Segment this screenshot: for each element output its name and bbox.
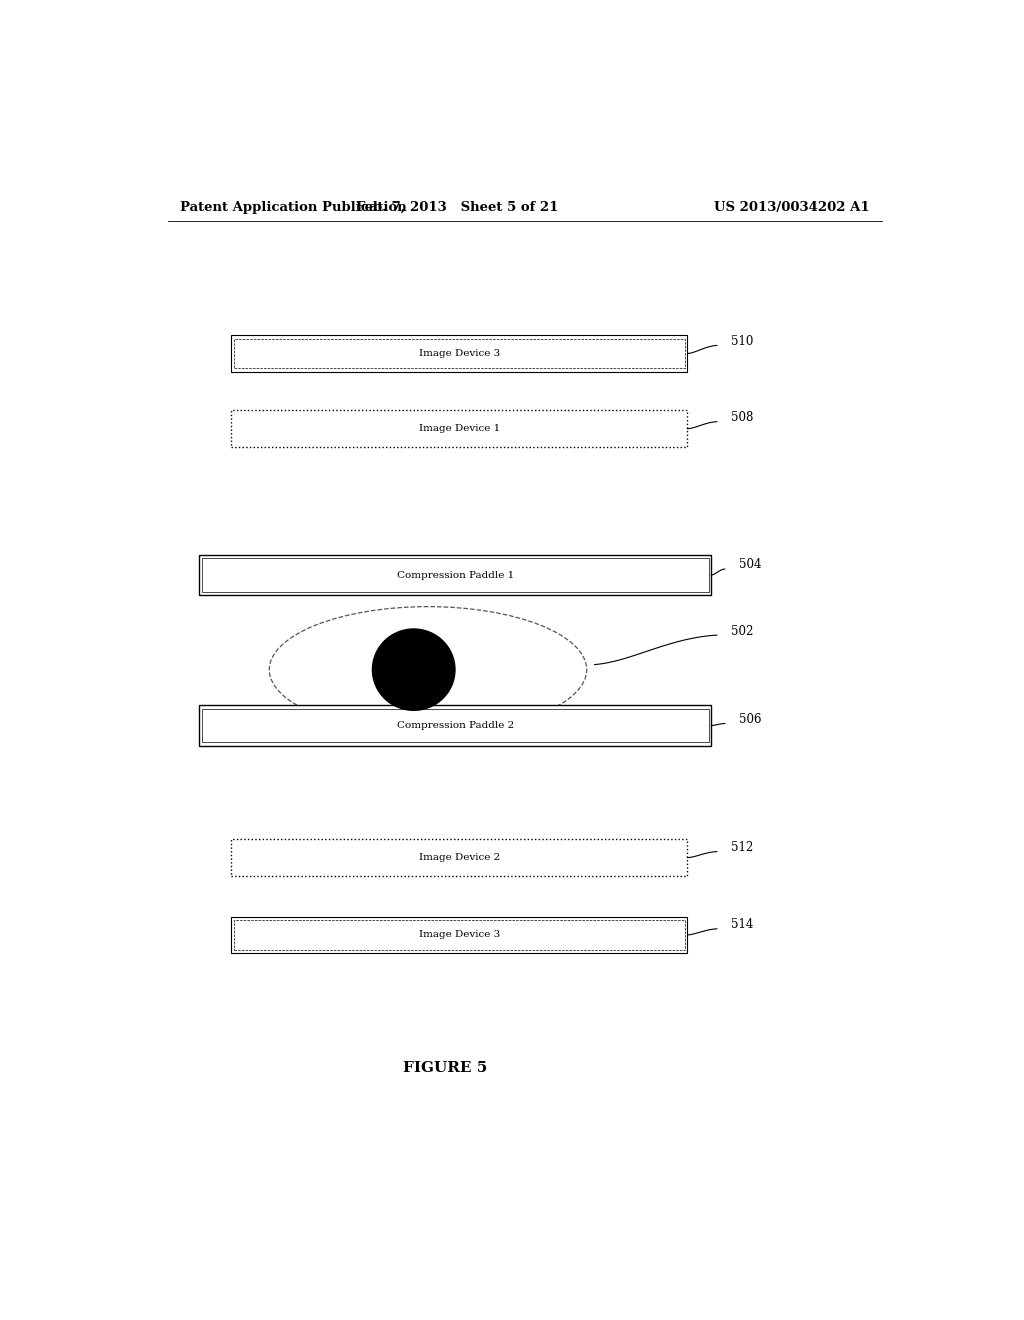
Bar bbox=[202, 709, 709, 742]
Text: Image Device 3: Image Device 3 bbox=[419, 931, 500, 940]
Text: Image Device 2: Image Device 2 bbox=[419, 853, 500, 862]
Bar bbox=[233, 339, 685, 368]
Text: Compression Paddle 1: Compression Paddle 1 bbox=[396, 570, 514, 579]
Text: Patent Application Publication: Patent Application Publication bbox=[179, 201, 407, 214]
Text: US 2013/0034202 A1: US 2013/0034202 A1 bbox=[715, 201, 870, 214]
Text: Feb. 7, 2013   Sheet 5 of 21: Feb. 7, 2013 Sheet 5 of 21 bbox=[356, 201, 558, 214]
Bar bbox=[231, 411, 687, 447]
Bar bbox=[231, 916, 687, 953]
Ellipse shape bbox=[269, 607, 587, 733]
Text: Image Device 1: Image Device 1 bbox=[419, 424, 500, 433]
Bar bbox=[200, 554, 712, 595]
Text: Compression Paddle 2: Compression Paddle 2 bbox=[396, 721, 514, 730]
Bar bbox=[200, 705, 712, 746]
Text: 514: 514 bbox=[731, 919, 754, 932]
Text: 512: 512 bbox=[731, 841, 754, 854]
Bar bbox=[231, 335, 687, 372]
Text: FIGURE 5: FIGURE 5 bbox=[403, 1061, 487, 1074]
Bar bbox=[231, 840, 687, 876]
Text: 508: 508 bbox=[731, 411, 754, 424]
Text: 506: 506 bbox=[739, 713, 762, 726]
Text: 502: 502 bbox=[731, 624, 754, 638]
Bar bbox=[202, 558, 709, 591]
Text: Image Device 3: Image Device 3 bbox=[419, 348, 500, 358]
Ellipse shape bbox=[373, 630, 455, 710]
Bar bbox=[233, 920, 685, 949]
Text: 504: 504 bbox=[739, 558, 762, 572]
Text: 510: 510 bbox=[731, 335, 754, 348]
